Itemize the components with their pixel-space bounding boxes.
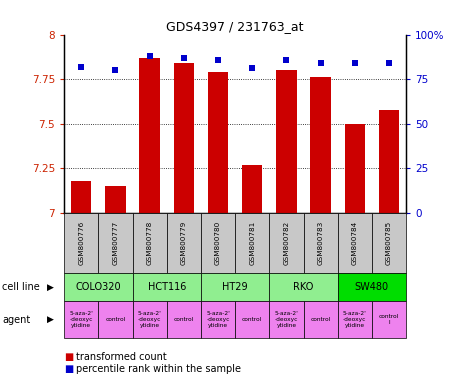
Text: GSM800779: GSM800779: [181, 221, 187, 265]
Text: 5-aza-2'
-deoxyc
ytidine: 5-aza-2' -deoxyc ytidine: [343, 311, 367, 328]
Text: HCT116: HCT116: [148, 282, 186, 292]
Text: GSM800782: GSM800782: [284, 221, 289, 265]
Text: control
l: control l: [379, 314, 399, 325]
Text: 5-aza-2'
-deoxyc
ytidine: 5-aza-2' -deoxyc ytidine: [138, 311, 162, 328]
Text: 5-aza-2'
-deoxyc
ytidine: 5-aza-2' -deoxyc ytidine: [206, 311, 230, 328]
Text: RKO: RKO: [294, 282, 314, 292]
Bar: [379, 109, 399, 213]
Text: GSM800783: GSM800783: [318, 221, 323, 265]
Bar: [173, 63, 194, 213]
Bar: [208, 72, 228, 213]
Text: COLO320: COLO320: [76, 282, 121, 292]
Text: GSM800781: GSM800781: [249, 221, 255, 265]
Text: control: control: [311, 317, 331, 322]
Text: 5-aza-2'
-deoxyc
ytidine: 5-aza-2' -deoxyc ytidine: [69, 311, 93, 328]
Bar: [242, 165, 263, 213]
Text: percentile rank within the sample: percentile rank within the sample: [76, 364, 241, 374]
Text: ▶: ▶: [48, 315, 54, 324]
Text: GSM800778: GSM800778: [147, 221, 152, 265]
Text: GSM800780: GSM800780: [215, 221, 221, 265]
Text: ■: ■: [64, 364, 73, 374]
Text: 5-aza-2'
-deoxyc
ytidine: 5-aza-2' -deoxyc ytidine: [275, 311, 298, 328]
Text: cell line: cell line: [2, 282, 40, 292]
Text: GSM800776: GSM800776: [78, 221, 84, 265]
Bar: [344, 124, 365, 213]
Text: agent: agent: [2, 314, 30, 325]
Bar: [310, 78, 331, 213]
Bar: [276, 70, 297, 213]
Text: GSM800777: GSM800777: [113, 221, 118, 265]
Text: GSM800784: GSM800784: [352, 221, 358, 265]
Text: ▶: ▶: [48, 283, 54, 291]
Text: SW480: SW480: [355, 282, 389, 292]
Bar: [71, 181, 92, 213]
Text: HT29: HT29: [222, 282, 248, 292]
Bar: [105, 186, 126, 213]
Text: control: control: [174, 317, 194, 322]
Text: transformed count: transformed count: [76, 352, 167, 362]
Bar: [139, 58, 160, 213]
Text: control: control: [105, 317, 125, 322]
Text: ■: ■: [64, 352, 73, 362]
Text: GSM800785: GSM800785: [386, 221, 392, 265]
Text: control: control: [242, 317, 262, 322]
Title: GDS4397 / 231763_at: GDS4397 / 231763_at: [166, 20, 304, 33]
